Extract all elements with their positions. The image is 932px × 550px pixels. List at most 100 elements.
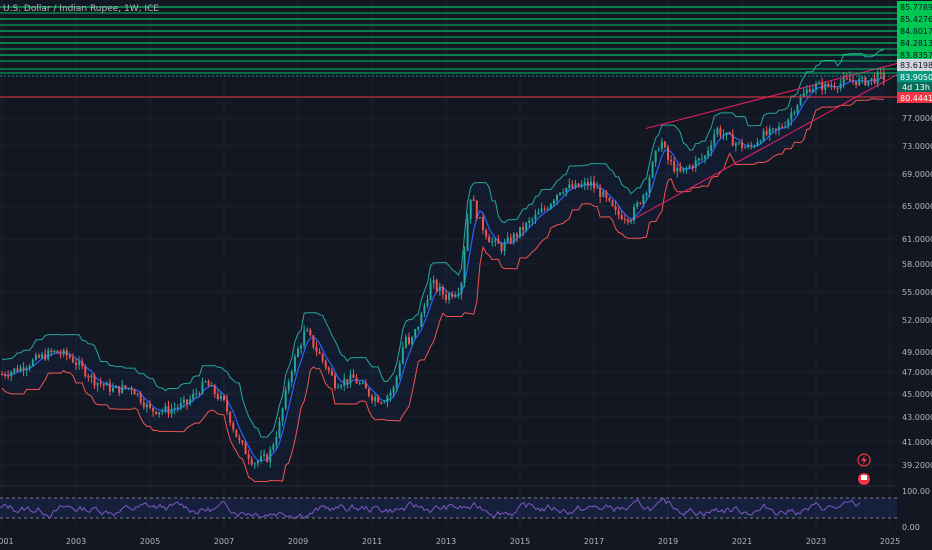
candle-body xyxy=(815,83,817,90)
candle-body xyxy=(636,202,639,207)
resistance-tag-text: 84.8017 xyxy=(900,27,932,36)
candle-body xyxy=(845,78,848,80)
candle-body xyxy=(756,142,759,146)
candle-body xyxy=(340,385,343,388)
candle-body xyxy=(589,181,592,186)
candle-body xyxy=(127,387,130,389)
x-tick-label: 2011 xyxy=(362,537,382,546)
candle-body xyxy=(451,293,454,297)
candle-body xyxy=(152,408,155,412)
candle-body xyxy=(426,299,429,306)
candle-body xyxy=(617,209,620,215)
candle-body xyxy=(192,393,195,400)
candle-body xyxy=(506,237,509,243)
candle-body xyxy=(522,226,525,231)
candle-body xyxy=(466,218,469,251)
candle-body xyxy=(139,393,142,403)
candle-body xyxy=(112,388,114,392)
candle-body xyxy=(762,130,765,141)
candle-body xyxy=(645,192,648,196)
candle-body xyxy=(630,220,632,222)
candle-body xyxy=(306,330,309,332)
countdown-text: 4d 13h xyxy=(902,83,930,92)
candle-body xyxy=(608,197,611,201)
candle-body xyxy=(537,212,540,215)
candle-body xyxy=(219,395,222,399)
candle-body xyxy=(836,87,839,89)
candle-body xyxy=(210,385,213,387)
candle-body xyxy=(364,383,367,389)
price-axis[interactable]: 39.2000 41.0000 43.0000 45.0000 47.0000 49.00… xyxy=(902,114,932,532)
candle-body xyxy=(605,191,608,198)
marked-price-text: 83.6198 xyxy=(900,61,932,70)
candle-body xyxy=(882,72,885,80)
candle-body xyxy=(28,365,31,369)
candle-body xyxy=(691,165,694,168)
candle-body xyxy=(201,381,204,394)
candle-body xyxy=(404,336,407,348)
candle-body xyxy=(93,375,96,386)
candle-body xyxy=(170,408,173,414)
candle-body xyxy=(676,167,679,172)
chart-icons[interactable] xyxy=(857,453,871,485)
candle-body xyxy=(700,158,703,160)
candle-body xyxy=(707,150,710,156)
candle-body xyxy=(414,329,417,337)
candle-body xyxy=(62,350,65,355)
candle-body xyxy=(398,363,401,377)
y-tick-label: 77.0000 xyxy=(902,114,932,123)
candle-body xyxy=(65,350,68,356)
candle-body xyxy=(290,371,293,383)
candle-body xyxy=(13,368,16,372)
candle-body xyxy=(423,305,426,314)
candle-body xyxy=(747,145,750,148)
candle-body xyxy=(784,126,787,128)
candle-body xyxy=(367,388,370,396)
time-axis[interactable]: 001 2003 2005 2007 2009 2011 2013 2015 2017 2019 2… xyxy=(0,537,900,546)
candle-body xyxy=(31,359,34,366)
candle-body xyxy=(401,347,404,364)
candle-body xyxy=(855,81,858,86)
candle-body xyxy=(287,382,290,391)
candle-body xyxy=(241,440,244,444)
candle-body xyxy=(303,331,306,346)
candle-body xyxy=(509,237,512,243)
candle-body xyxy=(774,128,777,130)
candle-body xyxy=(670,159,673,162)
candle-body xyxy=(346,379,349,384)
candle-body xyxy=(611,200,614,207)
candle-body xyxy=(235,429,238,438)
candle-body xyxy=(408,336,410,344)
candle-body xyxy=(512,234,515,243)
candle-body xyxy=(694,160,697,168)
candle-body xyxy=(660,141,663,150)
lightning-icon xyxy=(857,453,871,467)
candle-body xyxy=(528,220,531,223)
lower-band-line xyxy=(1,98,884,483)
candle-body xyxy=(417,326,420,330)
candle-body xyxy=(275,436,278,445)
candle-body xyxy=(519,226,521,237)
candle-body xyxy=(4,374,7,376)
candle-body xyxy=(648,177,651,193)
candle-body xyxy=(710,144,713,151)
x-tick-label: 2009 xyxy=(288,537,308,546)
candle-body xyxy=(765,130,768,135)
rsi-band xyxy=(0,498,897,518)
current-price-tag xyxy=(897,71,932,82)
candle-body xyxy=(207,381,210,387)
candle-body xyxy=(460,283,463,294)
candle-body xyxy=(811,89,814,93)
candle-body xyxy=(213,385,216,394)
candle-body xyxy=(232,422,235,430)
candle-body xyxy=(657,149,660,151)
candle-body xyxy=(75,362,77,365)
candle-body xyxy=(392,387,395,393)
candle-body xyxy=(321,353,324,361)
candle-body xyxy=(438,286,441,291)
candle-body xyxy=(469,199,472,219)
candle-body xyxy=(145,403,148,408)
candle-body xyxy=(549,203,552,209)
candle-body xyxy=(679,167,682,172)
